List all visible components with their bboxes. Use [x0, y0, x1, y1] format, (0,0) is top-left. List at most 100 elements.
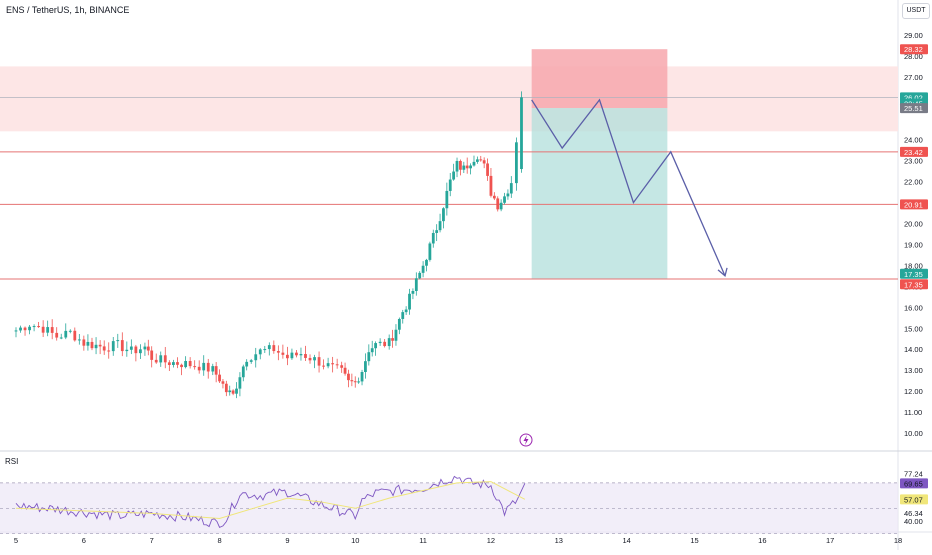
candle-body: [64, 330, 68, 338]
time-tick: 14: [622, 536, 630, 545]
candle-body: [218, 374, 221, 382]
candle-body: [317, 357, 321, 366]
price-label: 25.51: [900, 103, 928, 114]
candle-body: [241, 366, 245, 378]
time-tick: 17: [826, 536, 834, 545]
candle-body: [290, 352, 294, 359]
price-label-text: 23.42: [904, 148, 923, 157]
candle-body: [55, 332, 59, 338]
price-label: 23.42: [900, 146, 928, 157]
candle-body: [295, 352, 298, 356]
candle-body: [387, 338, 391, 347]
rsi-label-text: 69.65: [904, 479, 923, 488]
candle-body: [116, 340, 120, 342]
candle-body: [394, 329, 398, 341]
price-tick: 10.00: [904, 429, 923, 438]
price-tick: 13.00: [904, 366, 923, 375]
candle-body: [129, 346, 133, 350]
price-tick: 24.00: [904, 136, 923, 145]
price-label-bg: [900, 103, 928, 114]
price-tick: 18.00: [904, 261, 923, 270]
candle-body: [46, 327, 50, 333]
candle-body: [184, 361, 188, 368]
candle-body: [411, 290, 415, 294]
candle-body: [50, 327, 54, 333]
rsi-line: [15, 475, 526, 528]
candle-body: [73, 330, 77, 341]
rsi-label-bg: [900, 478, 928, 489]
candle-body: [176, 362, 179, 365]
price-axis: 29.0028.0027.0024.0023.0022.0021.0020.00…: [900, 31, 928, 438]
candle-body: [143, 346, 147, 350]
candle-body: [238, 377, 242, 389]
rsi-label-text: 77.24: [904, 470, 923, 479]
candle-body: [23, 327, 27, 331]
candle-body: [167, 362, 171, 365]
candle-body: [19, 327, 22, 331]
candle-body: [509, 183, 513, 194]
candle-body: [455, 160, 459, 172]
time-tick: 18: [894, 536, 902, 545]
candle-body: [37, 326, 41, 328]
candle-body: [331, 363, 335, 365]
rsi-band: [0, 482, 898, 534]
lightning-icon[interactable]: [519, 433, 533, 447]
candle-body: [308, 357, 312, 361]
rsi-label-text: 57.07: [904, 495, 923, 504]
candle-body: [343, 367, 347, 374]
candle-body: [235, 388, 238, 394]
price-tick: 19.00: [904, 240, 923, 249]
candle-body: [442, 208, 445, 222]
candle-body: [482, 160, 486, 164]
candle-body: [32, 326, 36, 328]
price-tick: 22.00: [904, 178, 923, 187]
candle-body: [499, 202, 503, 210]
candle-body: [258, 349, 262, 355]
candle-body: [193, 366, 197, 368]
candle-body: [364, 361, 367, 372]
candle-body: [188, 361, 192, 367]
candle-body: [86, 341, 90, 346]
price-label-bg: [900, 199, 928, 210]
candles: [14, 91, 523, 399]
candle-body: [231, 390, 235, 394]
candle-body: [77, 339, 81, 341]
price-label-bg: [900, 279, 928, 290]
candle-body: [322, 365, 325, 367]
price-label-bg: [900, 146, 928, 157]
price-tick: 23.00: [904, 157, 923, 166]
candle-body: [378, 341, 382, 344]
rsi-label-bg: [900, 468, 928, 479]
candle-body: [452, 171, 456, 180]
time-tick: 9: [285, 536, 289, 545]
rsi-label: 46.34: [900, 507, 928, 518]
price-label-bg: [900, 268, 928, 279]
candle-body: [249, 360, 253, 362]
rsi-title: RSI: [5, 457, 19, 466]
currency-button[interactable]: USDT: [902, 3, 930, 19]
candle-body: [462, 165, 466, 170]
symbol-title: ENS / TetherUS, 1h, BINANCE: [6, 5, 130, 15]
candle-body: [281, 352, 285, 355]
price-tick: 27.00: [904, 73, 923, 82]
candle-body: [267, 345, 271, 350]
time-tick: 8: [217, 536, 221, 545]
price-label-text: 26.02: [904, 93, 923, 102]
candle-body: [102, 346, 106, 351]
candle-body: [435, 230, 439, 233]
candle-body: [326, 363, 330, 367]
candle-body: [286, 354, 289, 359]
candle-body: [299, 354, 303, 356]
price-tick: 11.00: [904, 408, 922, 417]
price-label: 17.35: [900, 268, 928, 279]
candle-body: [465, 165, 469, 169]
candle-body: [350, 380, 354, 382]
price-label-text: 20.91: [904, 200, 923, 209]
candle-body: [146, 346, 150, 351]
candle-body: [486, 163, 489, 176]
candle-body: [263, 349, 267, 351]
candle-body: [202, 362, 206, 371]
time-tick: 15: [690, 536, 698, 545]
